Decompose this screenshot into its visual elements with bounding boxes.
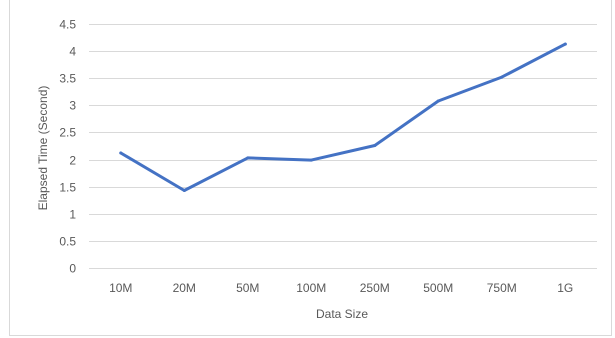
y-tick-label: 2 bbox=[69, 154, 76, 168]
y-tick-label: 3 bbox=[69, 99, 76, 113]
data-point-750M bbox=[500, 75, 504, 79]
data-point-500M bbox=[436, 99, 440, 103]
y-tick-label: 1 bbox=[69, 208, 76, 222]
x-tick-label-20M: 20M bbox=[173, 281, 196, 295]
data-point-10M bbox=[119, 151, 123, 155]
data-point-1G bbox=[563, 42, 567, 46]
series-lines bbox=[119, 42, 567, 192]
chart-frame bbox=[9, 0, 612, 336]
x-tick-label-1G: 1G bbox=[557, 281, 573, 295]
y-tick-label: 0 bbox=[69, 262, 76, 276]
x-tick-label-10M: 10M bbox=[109, 281, 132, 295]
x-tick-label-50M: 50M bbox=[236, 281, 259, 295]
series-line-0 bbox=[119, 42, 567, 192]
data-point-250M bbox=[373, 144, 377, 147]
y-tick-label: 0.5 bbox=[59, 235, 76, 249]
x-tick-label-500M: 500M bbox=[423, 281, 453, 295]
x-axis-title: Data Size bbox=[316, 307, 368, 321]
y-axis-title: Elapsed Time (Second) bbox=[36, 86, 50, 211]
y-tick-label: 4 bbox=[69, 45, 76, 59]
x-tick-label-250M: 250M bbox=[360, 281, 390, 295]
data-point-20M bbox=[182, 189, 186, 192]
y-tick-label: 2.5 bbox=[59, 126, 76, 140]
y-tick-label: 3.5 bbox=[59, 72, 76, 86]
y-tick-label: 4.5 bbox=[59, 18, 76, 32]
x-tick-label-100M: 100M bbox=[296, 281, 326, 295]
data-point-100M bbox=[309, 158, 313, 162]
y-axis-tick-labels: 0 0.5 1 1.5 2 2.5 3 3.5 4 4.5 bbox=[59, 18, 76, 276]
gridlines bbox=[89, 24, 597, 269]
y-tick-label: 1.5 bbox=[59, 181, 76, 195]
data-point-50M bbox=[246, 156, 250, 160]
x-tick-label-750M: 750M bbox=[487, 281, 517, 295]
x-axis-tick-labels: 10M 20M 50M 100M 250M 500M 750M 1G bbox=[109, 281, 573, 295]
